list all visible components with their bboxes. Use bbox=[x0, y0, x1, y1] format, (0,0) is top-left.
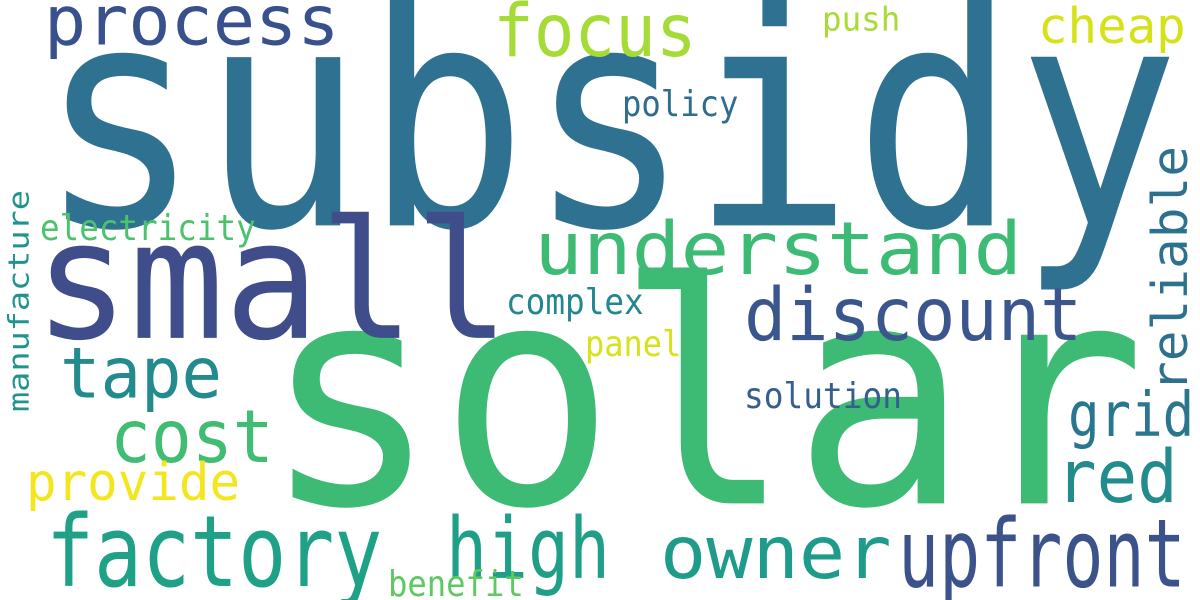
word-manufacture: manufacture bbox=[2, 190, 36, 412]
word-cheap: cheap bbox=[1038, 0, 1186, 56]
word-factory: factory bbox=[46, 495, 383, 600]
word-solution: solution bbox=[744, 376, 902, 418]
word-focus: focus bbox=[493, 0, 697, 75]
word-policy: policy bbox=[622, 84, 739, 126]
word-high: high bbox=[446, 499, 610, 599]
word-owner: owner bbox=[660, 511, 892, 597]
word-understand: understand bbox=[534, 207, 1023, 293]
word-benefit: benefit bbox=[388, 564, 524, 600]
word-push: push bbox=[822, 0, 901, 39]
word-panel: panel bbox=[585, 324, 682, 366]
word-upfront: upfront bbox=[898, 500, 1186, 600]
word-provide: provide bbox=[26, 452, 241, 513]
word-cost: cost bbox=[110, 395, 274, 481]
word-red: red bbox=[1056, 435, 1178, 521]
word-discount: discount bbox=[744, 273, 1083, 359]
word-process: process bbox=[44, 0, 340, 62]
word-small: small bbox=[34, 184, 510, 377]
word-grid: grid bbox=[1068, 380, 1195, 452]
word-subsidy: subsidy bbox=[38, 0, 1180, 299]
word-reliable: reliable bbox=[1141, 146, 1200, 392]
word-tape: tape bbox=[60, 331, 222, 415]
word-solar: solar bbox=[262, 217, 1146, 577]
word-electricity: electricity bbox=[40, 208, 256, 250]
word-complex: complex bbox=[506, 282, 644, 324]
